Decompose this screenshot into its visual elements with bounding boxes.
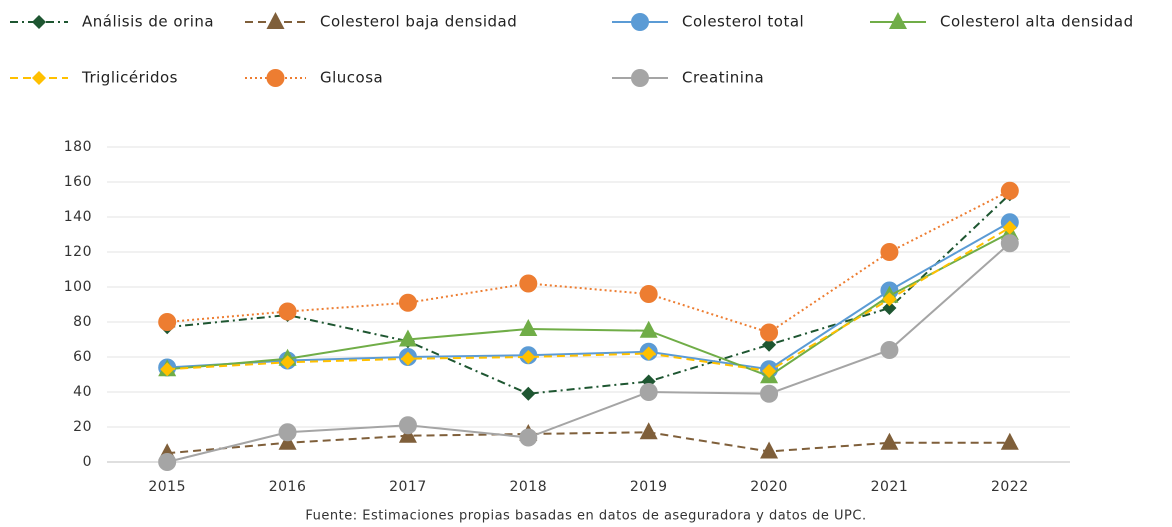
marker xyxy=(639,383,658,401)
marker xyxy=(760,323,779,342)
series xyxy=(158,234,1019,471)
series xyxy=(158,422,1019,461)
marker xyxy=(641,346,656,361)
y-tick-label: 100 xyxy=(64,279,92,295)
y-tick-label: 40 xyxy=(73,384,92,400)
series-line xyxy=(167,431,1010,455)
marker xyxy=(280,355,295,370)
marker xyxy=(880,341,899,359)
marker xyxy=(639,422,658,440)
marker xyxy=(266,12,285,29)
marker xyxy=(889,12,907,29)
x-tick-label: 2022 xyxy=(991,479,1029,495)
marker xyxy=(278,302,297,321)
source-note: Fuente: Estimaciones propias basadas en … xyxy=(305,509,866,524)
series-line xyxy=(167,189,1011,334)
marker xyxy=(398,416,417,435)
x-tick-label: 2019 xyxy=(630,479,668,495)
x-tick-label: 2017 xyxy=(389,479,427,495)
legend-item: Creatinina xyxy=(612,69,764,87)
y-tick-label: 180 xyxy=(64,139,92,155)
legend-label: Colesterol alta densidad xyxy=(940,13,1134,31)
marker xyxy=(631,69,649,87)
marker xyxy=(1000,432,1019,450)
marker xyxy=(1000,234,1019,253)
y-tick-label: 80 xyxy=(73,314,92,330)
legend-label: Análisis de orina xyxy=(82,13,214,31)
x-tick-label: 2016 xyxy=(269,479,307,495)
marker xyxy=(266,69,285,87)
marker xyxy=(278,423,297,442)
marker xyxy=(880,432,899,450)
legend-label: Triglicéridos xyxy=(81,69,178,87)
y-tick-label: 140 xyxy=(64,209,92,225)
marker xyxy=(158,313,177,331)
series xyxy=(158,181,1019,342)
x-tick-label: 2021 xyxy=(871,479,909,495)
marker xyxy=(639,320,658,338)
legend-label: Glucosa xyxy=(320,69,383,87)
y-tick-label: 120 xyxy=(64,244,92,260)
series-line xyxy=(167,193,1011,395)
legend-item: Glucosa xyxy=(245,69,383,87)
marker xyxy=(398,293,417,312)
marker xyxy=(639,285,658,303)
series-line xyxy=(167,221,1011,371)
legend-item: Colesterol alta densidad xyxy=(870,12,1134,31)
series-line xyxy=(167,231,1011,378)
marker xyxy=(519,319,538,336)
marker xyxy=(32,71,46,85)
marker xyxy=(519,274,538,293)
marker xyxy=(762,364,777,378)
marker xyxy=(521,386,536,401)
marker xyxy=(760,441,779,459)
series-line xyxy=(167,226,1011,373)
y-tick-label: 0 xyxy=(83,454,92,470)
marker xyxy=(400,351,415,366)
legend-label: Colesterol baja densidad xyxy=(320,13,517,31)
series xyxy=(160,220,1017,378)
marker xyxy=(762,337,777,352)
marker xyxy=(521,350,536,364)
marker xyxy=(519,428,538,447)
y-tick-label: 160 xyxy=(64,174,92,190)
x-tick-label: 2020 xyxy=(750,479,788,495)
legend-label: Creatinina xyxy=(682,69,764,87)
x-tick-label: 2018 xyxy=(509,479,547,495)
y-tick-label: 60 xyxy=(73,349,92,365)
legend-item: Colesterol total xyxy=(612,13,804,31)
marker xyxy=(158,453,177,471)
marker xyxy=(760,384,779,403)
marker xyxy=(1000,181,1019,200)
marker xyxy=(880,243,899,261)
marker xyxy=(32,15,46,29)
marker xyxy=(398,329,417,347)
legend-item: Triglicéridos xyxy=(10,69,178,87)
x-tick-label: 2015 xyxy=(148,479,186,495)
marker xyxy=(1002,220,1017,235)
marker xyxy=(882,301,897,315)
marker xyxy=(882,292,897,307)
marker xyxy=(160,362,175,377)
legend-label: Colesterol total xyxy=(682,13,804,31)
series-line xyxy=(166,242,1011,463)
y-tick-label: 20 xyxy=(73,419,92,435)
legend-item: Colesterol baja densidad xyxy=(245,12,517,31)
marker xyxy=(631,13,649,31)
legend-item: Análisis de orina xyxy=(10,13,214,31)
